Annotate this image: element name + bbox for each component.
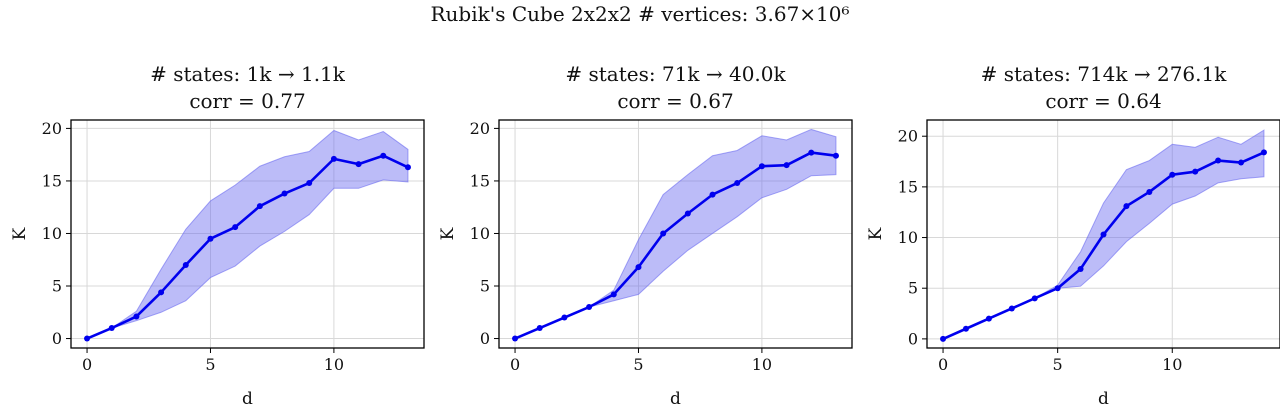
y-tick-label: 15 <box>42 171 62 190</box>
mean-point <box>783 162 790 169</box>
y-tick-label: 20 <box>898 127 918 146</box>
mean-point <box>281 190 288 197</box>
mean-point <box>940 335 947 342</box>
y-tick-label: 5 <box>908 279 918 298</box>
y-tick-label: 15 <box>898 177 918 196</box>
mean-point <box>1192 168 1199 175</box>
mean-point <box>232 224 239 231</box>
mean-point <box>256 203 263 210</box>
y-tick-label: 5 <box>480 277 490 296</box>
x-axis-label: d <box>670 389 681 409</box>
subplot-2: 0 5 10 0 5 10 15 20 d K # states: 71k → 40.0k corr … <box>438 62 853 409</box>
x-tick-label: 0 <box>82 355 92 374</box>
y-tick-label: 20 <box>42 119 62 138</box>
subplot-3: 0 5 10 0 5 10 15 20 d K # states: 714k → 276.1k cor… <box>866 62 1280 409</box>
mean-point <box>380 152 387 159</box>
x-tick-label: 10 <box>752 355 772 374</box>
y-tick-label: 0 <box>480 329 490 348</box>
mean-point <box>1077 265 1084 272</box>
mean-point <box>758 163 765 170</box>
x-tick-label: 10 <box>1162 355 1182 374</box>
mean-point <box>660 230 667 237</box>
subplot-1: 0 5 10 0 5 10 15 20 d K # states: 1k → 1.1k corr = … <box>10 62 425 409</box>
subplot-title-corr: corr = 0.67 <box>617 89 733 113</box>
mean-point <box>306 180 313 187</box>
subplot-title-corr: corr = 0.64 <box>1045 89 1161 113</box>
mean-point <box>1008 305 1015 312</box>
mean-point <box>832 152 839 159</box>
axes-frame <box>926 119 1280 349</box>
x-tick-label: 10 <box>324 355 344 374</box>
mean-point <box>734 180 741 187</box>
mean-point <box>84 335 91 342</box>
x-tick-label: 0 <box>938 355 948 374</box>
mean-point <box>404 164 411 171</box>
mean-point <box>586 304 593 311</box>
mean-point <box>1123 203 1130 210</box>
mean-point <box>536 325 543 332</box>
mean-point <box>1054 285 1061 292</box>
y-axis-label: K <box>438 227 458 240</box>
mean-point <box>561 314 568 321</box>
mean-point <box>1169 171 1176 178</box>
mean-point <box>635 264 642 271</box>
axes-frame <box>70 119 425 349</box>
mean-point <box>330 155 337 162</box>
y-tick-label: 0 <box>908 329 918 348</box>
mean-point <box>182 261 189 268</box>
mean-point <box>355 161 362 168</box>
y-tick-label: 0 <box>52 329 62 348</box>
mean-point <box>133 313 140 320</box>
x-axis-label: d <box>1098 389 1109 409</box>
mean-point <box>512 335 519 342</box>
subplot-title-states: # states: 714k → 276.1k <box>981 62 1228 86</box>
y-tick-label: 10 <box>470 224 490 243</box>
mean-point <box>1238 159 1245 166</box>
y-tick-label: 10 <box>898 228 918 247</box>
subplot-title-states: # states: 1k → 1.1k <box>150 62 346 86</box>
mean-point <box>962 325 969 332</box>
x-axis-label: d <box>242 389 253 409</box>
mean-point <box>1031 295 1038 302</box>
mean-point <box>207 235 214 242</box>
figure-suptitle: Rubik's Cube 2x2x2 # vertices: 3.67×10⁶ <box>430 2 850 26</box>
subplot-title-states: # states: 71k → 40.0k <box>565 62 786 86</box>
subplot-title-corr: corr = 0.77 <box>189 89 305 113</box>
y-axis-label: K <box>866 227 886 240</box>
mean-point <box>1215 157 1222 164</box>
mean-point <box>1146 188 1153 195</box>
mean-point <box>108 325 115 332</box>
axes-frame <box>498 119 853 349</box>
y-tick-label: 10 <box>42 224 62 243</box>
x-tick-label: 5 <box>205 355 215 374</box>
band-area <box>514 128 837 340</box>
y-axis-label: K <box>10 227 30 240</box>
y-tick-label: 15 <box>470 171 490 190</box>
x-tick-label: 5 <box>1053 355 1063 374</box>
mean-point <box>709 191 716 198</box>
y-tick-label: 20 <box>470 119 490 138</box>
mean-line <box>514 151 837 340</box>
y-tick-label: 5 <box>52 277 62 296</box>
x-tick-label: 5 <box>633 355 643 374</box>
mean-point <box>985 315 992 322</box>
mean-point <box>158 289 165 296</box>
mean-point <box>684 210 691 217</box>
mean-point <box>1260 149 1267 156</box>
mean-point <box>808 149 815 156</box>
mean-point <box>610 291 617 298</box>
mean-line <box>86 154 409 340</box>
mean-point <box>1100 231 1107 238</box>
x-tick-label: 0 <box>510 355 520 374</box>
